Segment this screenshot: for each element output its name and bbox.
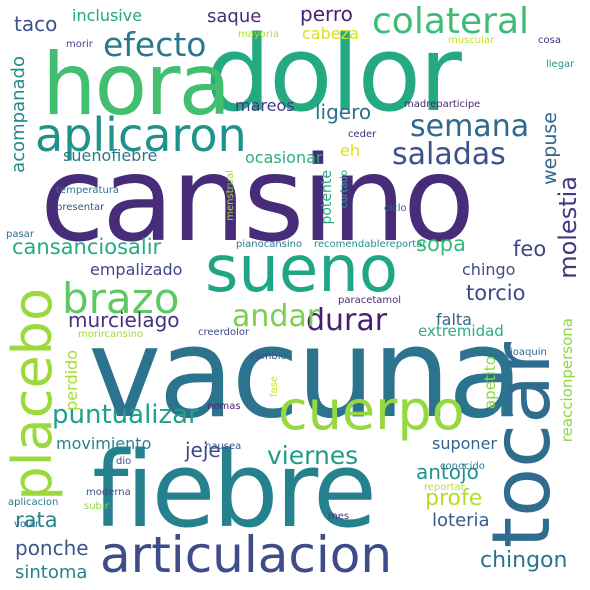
word-cansino: cansino <box>40 130 475 268</box>
word-ocasionar: ocasionar <box>245 148 323 167</box>
word-ceder: ceder <box>348 129 377 140</box>
word-profe: profe <box>425 486 483 511</box>
word-mareos: mareos <box>235 96 295 115</box>
word-sintoma: sintoma <box>15 562 88 583</box>
word-feo: feo <box>513 237 547 261</box>
word-subir: subir <box>84 501 109 512</box>
word-andar: andar <box>232 299 320 334</box>
word-llegar: llegar <box>546 59 575 70</box>
word-potente: potente <box>319 170 335 225</box>
word-cansanciosalir: cansanciosalir <box>12 235 162 259</box>
word-inclusive: inclusive <box>72 6 143 25</box>
word-placebo: placebo <box>1 288 64 501</box>
word-loteria: loteria <box>432 510 490 531</box>
word-taco: taco <box>14 12 58 36</box>
word-sueno: sueno <box>205 233 398 307</box>
word-ponche: ponche <box>15 536 89 560</box>
word-presentar: presentar <box>56 202 105 213</box>
word-menstrual: menstrual <box>225 170 236 221</box>
word-mes: mes <box>328 511 350 522</box>
word-recomendablereportar: recomendablereportar <box>314 239 427 250</box>
word-viernes: viernes <box>267 441 359 470</box>
word-semana: semana <box>410 109 530 144</box>
word-movimiento: movimiento <box>56 434 152 453</box>
word-eh: eh <box>340 141 360 160</box>
word-cambio: cambio <box>250 351 287 362</box>
word-muscular: muscular <box>448 35 495 46</box>
word-suenofiebre: suenofiebre <box>63 146 158 165</box>
word-saladas: saladas <box>392 137 506 172</box>
word-reportar: reportar <box>424 482 465 493</box>
word-aplicaron: aplicaron <box>35 108 247 162</box>
word-colateral: colateral <box>372 1 530 42</box>
word-mayoria: mayoria <box>238 29 279 40</box>
word-fase: fase <box>269 376 280 398</box>
word-morir: morir <box>66 39 93 50</box>
word-perdido: perdido <box>62 350 81 411</box>
word-suponer: suponer <box>432 434 497 453</box>
word-murcielago: murcielago <box>68 308 180 332</box>
word-extremidad: extremidad <box>418 322 504 340</box>
word-conocido: conocido <box>440 461 485 472</box>
word-nausea: nausea <box>205 441 242 452</box>
word-cortado: cortado <box>339 170 350 209</box>
word-sopa: sopa <box>416 232 466 256</box>
word-efecto: efecto <box>103 25 207 64</box>
word-rata: rata <box>15 508 58 532</box>
word-empalizado: empalizado <box>90 260 183 279</box>
word-antojo: antojo <box>416 460 479 484</box>
word-hora: hora <box>42 35 231 135</box>
word-creerdolor: creerdolor <box>198 327 250 338</box>
word-wepuse: wepuse <box>539 112 561 185</box>
word-dio: dio <box>116 456 132 467</box>
word-falta: falta <box>436 310 472 329</box>
word-joaquin: joaquin <box>510 347 547 358</box>
word-ciclo: ciclo <box>384 203 407 214</box>
word-fiebre: fiebre <box>92 429 377 551</box>
word-torcio: torcio <box>466 281 526 305</box>
word-reaccionpersona: reaccionpersona <box>558 318 576 443</box>
word-cabeza: cabeza <box>302 24 359 43</box>
word-molestia: molestia <box>554 176 582 279</box>
word-temperatura: temperatura <box>56 185 120 196</box>
word-chingo: chingo <box>462 260 516 279</box>
word-morircansino: morircansino <box>78 329 144 340</box>
word-apetito: apetito <box>481 356 499 410</box>
word-moderna: moderna <box>86 487 131 498</box>
word-volar: volar <box>14 519 40 530</box>
word-perro: perro <box>300 2 353 26</box>
word-paracetamol: paracetamol <box>338 295 402 306</box>
word-madreparticipe: madreparticipe <box>404 99 481 110</box>
word-cuerpo: cuerpo <box>278 379 465 442</box>
word-saque: saque <box>207 6 262 27</box>
word-pasar: pasar <box>6 229 34 240</box>
word-durar: durar <box>306 303 388 338</box>
word-brazo: brazo <box>62 274 180 323</box>
word-articulacion: articulacion <box>100 526 393 584</box>
word-acompanado: acompanado <box>8 56 29 173</box>
word-jeje: jeje <box>185 438 221 462</box>
word-ligero: ligero <box>315 100 372 124</box>
word-aplicacion: aplicacion <box>8 497 59 508</box>
word-vacuna: vacuna <box>88 302 524 446</box>
word-chingon: chingon <box>480 548 568 573</box>
word-pianocansino: pianocansino <box>236 239 303 250</box>
word-nomas: nomas <box>207 401 241 412</box>
word-dolor: dolor <box>205 13 462 135</box>
word-cosa: cosa <box>538 35 561 46</box>
word-puntualizar: puntualizar <box>52 400 199 430</box>
